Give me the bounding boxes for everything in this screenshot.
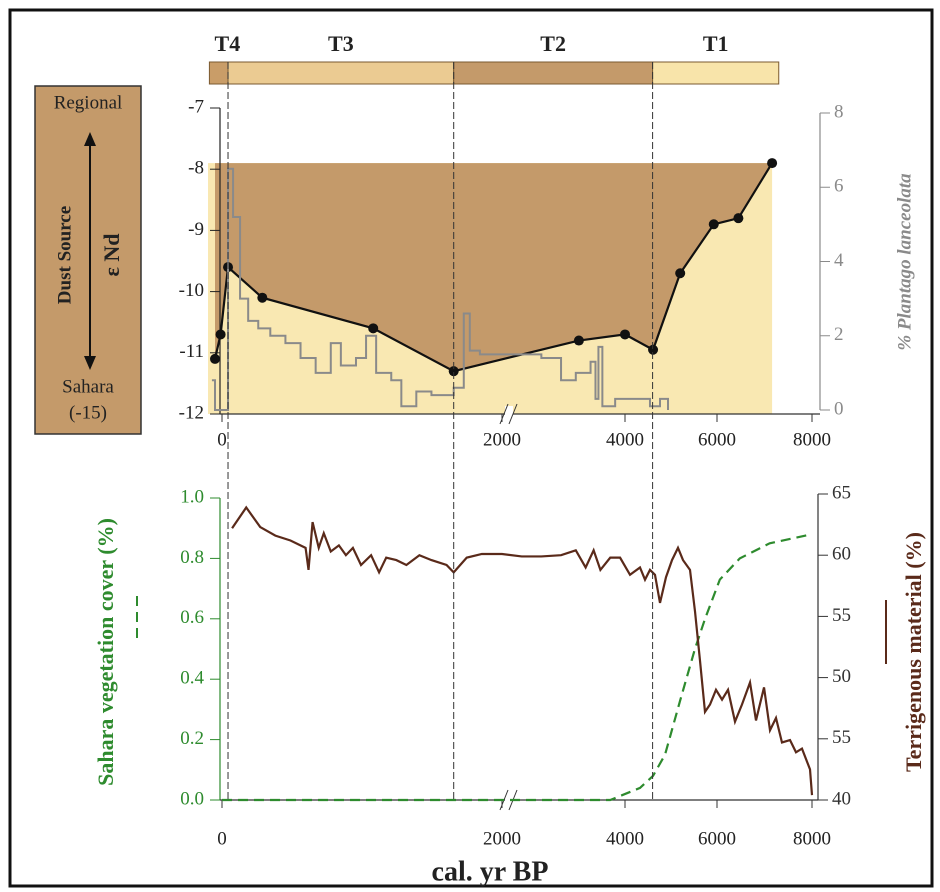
y-tick-label: 0.2 [180,728,204,749]
x-tick-label: 0 [217,828,227,849]
data-point [257,292,268,303]
y-axis-label: Sahara vegetation cover (%) [93,518,118,786]
x-tick-label: 2000 [483,429,521,450]
y-tick-label: 0.4 [180,668,204,689]
y-axis-label: ε Nd [99,233,124,276]
y2-tick-label: 55 [832,727,851,748]
y2-tick-label: 50 [832,666,851,687]
y2-tick-label: 60 [832,544,851,565]
data-point [733,213,744,224]
axis-break [508,403,518,425]
y-tick-label: 1.0 [180,486,204,507]
y-tick-label: 0.6 [180,607,204,628]
y-tick-label: -9 [188,219,204,240]
data-point [648,344,659,355]
data-point [448,366,459,377]
source-note: (-15) [69,402,107,423]
x-tick-label: 4000 [606,429,644,450]
y-tick-label: 0.8 [180,547,204,568]
period-label: T4 [215,31,241,56]
x-tick-label: 8000 [793,828,831,849]
x-axis-label: cal. yr BP [432,856,549,887]
y2-tick-label: 40 [832,788,851,809]
period-bar [227,61,455,85]
period-bar [453,61,654,85]
x-tick-label: 0 [217,429,227,450]
x-tick-label: 8000 [793,429,831,450]
frame [8,8,934,888]
x-tick-label: 6000 [698,429,736,450]
data-line [231,505,814,796]
data-point [215,329,226,340]
x-tick-label: 2000 [483,828,521,849]
data-point [708,219,719,230]
y2-tick-label: 65 [832,482,851,503]
y-tick-label: 0.0 [180,788,204,809]
period-label: T1 [703,31,729,56]
period-label: T3 [328,31,354,56]
area-fill [215,163,773,372]
arrow-head [84,132,96,146]
period-bar [208,61,229,85]
y2-axis-label: Terrigenous material (%) [901,532,926,772]
axis-break [499,403,509,425]
source-bottom: Sahara [62,376,114,397]
y2-tick-label: 55 [832,605,851,626]
source-top: Regional [54,92,123,113]
data-point [573,335,584,346]
y-tick-label: -11 [179,341,204,362]
data-point [210,353,220,364]
x-tick-label: 4000 [606,828,644,849]
axis-break-gap [505,792,513,808]
y2-axis-label: % Plantago lanceolata [894,173,915,351]
y2-tick-label: 2 [834,324,844,345]
period-label: T2 [540,31,566,56]
y2-tick-label: 0 [834,398,844,419]
data-line [222,533,813,802]
arrow-head [84,356,96,370]
axis-break-gap [505,406,513,422]
y-tick-label: -12 [179,402,204,423]
period-bar [652,61,780,85]
y2-tick-label: 6 [834,176,844,197]
data-point [620,329,630,340]
source-middle: Dust Source [54,206,75,304]
y-tick-label: -10 [179,280,204,301]
y2-tick-label: 8 [834,101,844,122]
y-tick-label: -8 [188,158,204,179]
data-point [675,268,686,279]
data-line [211,167,670,411]
y2-tick-label: 4 [834,250,844,271]
data-point [368,323,379,334]
y-tick-label: -7 [188,96,204,117]
x-tick-label: 6000 [698,828,736,849]
data-point [767,158,778,169]
